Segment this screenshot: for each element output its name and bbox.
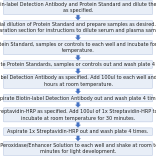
- Polygon shape: [76, 55, 80, 60]
- FancyBboxPatch shape: [3, 41, 153, 55]
- Text: Add 100ul of Protein Standard, samples or controls to each well and incubate for: Add 100ul of Protein Standard, samples o…: [0, 42, 156, 54]
- FancyBboxPatch shape: [3, 21, 153, 35]
- Polygon shape: [76, 89, 80, 94]
- Text: Aspirate Protein Standards, samples or controls out and wash plate 4 times.: Aspirate Protein Standards, samples or c…: [0, 62, 156, 67]
- FancyBboxPatch shape: [3, 141, 153, 156]
- Polygon shape: [76, 136, 80, 141]
- Polygon shape: [76, 122, 80, 127]
- FancyBboxPatch shape: [3, 61, 153, 68]
- Text: Aspirate Biotin-label Detection Antibody out and wash plate 4 times.: Aspirate Biotin-label Detection Antibody…: [0, 96, 156, 101]
- Text: Perform serial dilution of Protein Standard and prepare samples as desired. See : Perform serial dilution of Protein Stand…: [0, 22, 156, 33]
- FancyBboxPatch shape: [3, 94, 153, 102]
- Polygon shape: [76, 15, 80, 20]
- Polygon shape: [76, 102, 80, 107]
- FancyBboxPatch shape: [3, 108, 153, 122]
- Text: Dilute 400x Streptavidin-HRP as specified. Add 100ul of 1x Streptavidin-HRP to e: Dilute 400x Streptavidin-HRP as specifie…: [0, 109, 156, 121]
- Text: Reconstitute Biotin-label Detection Antibody and Protein Standard and dilute the: Reconstitute Biotin-label Detection Anti…: [0, 2, 156, 13]
- Text: Add 100ul of the Peroxidase/Enhancer Solution to each well and shake at room tem: Add 100ul of the Peroxidase/Enhancer Sol…: [0, 143, 156, 154]
- Text: Aspirate 1x Streptavidin-HRP out and wash plate 4 times.: Aspirate 1x Streptavidin-HRP out and was…: [7, 129, 149, 134]
- FancyBboxPatch shape: [3, 0, 153, 15]
- Polygon shape: [76, 69, 80, 74]
- Text: Dilute Biotin-label Detection Antibody as specified. Add 100ul to each well and : Dilute Biotin-label Detection Antibody a…: [0, 76, 156, 87]
- FancyBboxPatch shape: [3, 74, 153, 88]
- Polygon shape: [76, 35, 80, 40]
- FancyBboxPatch shape: [3, 128, 153, 135]
